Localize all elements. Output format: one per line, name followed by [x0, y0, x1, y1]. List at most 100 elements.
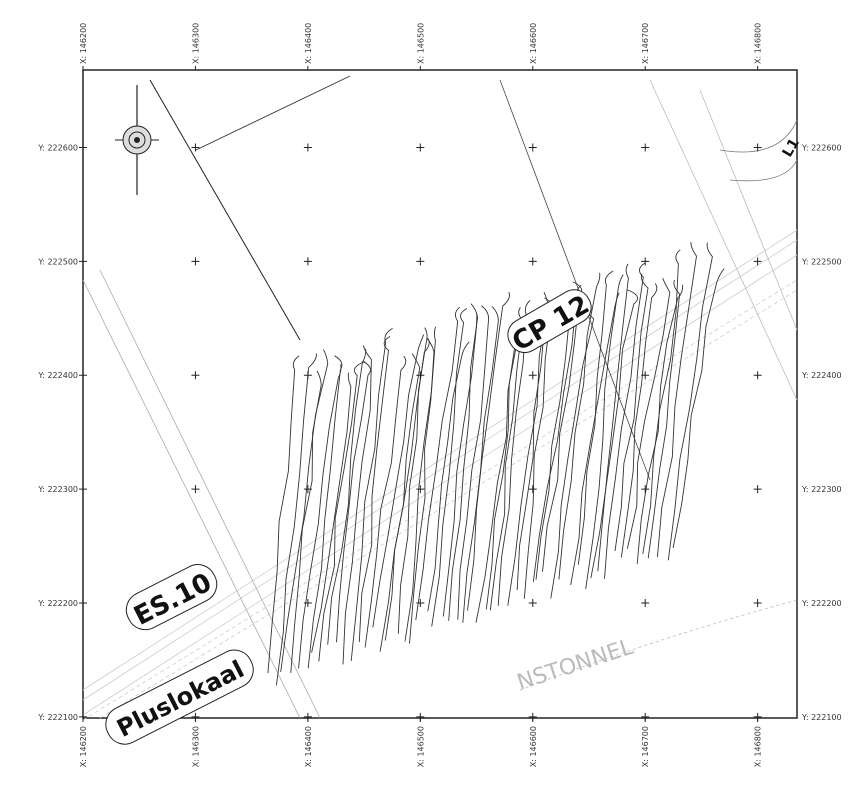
- trace: [397, 327, 428, 634]
- x-tick-label-top: X: 146700: [641, 23, 650, 64]
- grid-cross: [79, 598, 87, 607]
- y-tick-label-right: Y: 222100: [801, 713, 842, 722]
- x-tick-label-top: X: 146600: [529, 23, 538, 64]
- trace: [585, 274, 624, 590]
- grid-cross: [753, 257, 762, 266]
- trace: [656, 242, 697, 558]
- trace: [427, 341, 470, 612]
- grid-cross: [79, 371, 87, 380]
- grid-cross: [79, 257, 87, 266]
- trace: [577, 270, 614, 565]
- grid-cross: [303, 598, 312, 607]
- map-frame: [82, 69, 798, 719]
- es-label-box: [125, 564, 218, 631]
- y-tick-label-left: Y: 222500: [37, 257, 78, 266]
- trace: [358, 336, 391, 643]
- grid-cross: [303, 257, 312, 266]
- trace: [497, 300, 531, 606]
- trace: [307, 355, 343, 669]
- trace: [597, 263, 629, 572]
- grid-cross: [191, 143, 200, 152]
- x-tick-label-top: X: 146200: [79, 23, 88, 64]
- y-tick-label-right: Y: 222400: [801, 371, 842, 380]
- x-tick-label-bottom: X: 146400: [304, 726, 313, 767]
- trace: [642, 249, 681, 554]
- grid-cross: [303, 371, 312, 380]
- trace: [290, 370, 322, 673]
- trace: [626, 278, 671, 549]
- x-tick-label-bottom: X: 146800: [754, 726, 763, 767]
- y-tick-label-right: Y: 222200: [801, 599, 842, 608]
- trace: [318, 361, 366, 662]
- trace: [431, 308, 468, 627]
- y-tick-label-right: Y: 222600: [801, 143, 842, 152]
- trace: [364, 355, 407, 648]
- x-tick-label-top: X: 146400: [304, 23, 313, 64]
- x-tick-label-bottom: X: 146600: [529, 726, 538, 767]
- trace: [275, 353, 317, 686]
- y-tick-label-left: Y: 222200: [37, 599, 78, 608]
- pluslokaal-box: [105, 649, 254, 745]
- trace: [267, 355, 300, 674]
- x-tick-label-bottom: X: 146300: [191, 726, 200, 767]
- trace: [409, 337, 435, 644]
- borehole-traces: [267, 242, 725, 686]
- grid-cross: [303, 485, 312, 494]
- x-tick-label-bottom: X: 146500: [416, 726, 425, 767]
- grid-cross: [528, 257, 537, 266]
- grid-cross: [79, 143, 87, 152]
- grid-cross: [753, 485, 762, 494]
- trace: [457, 305, 490, 620]
- grid-cross: [303, 143, 312, 152]
- trace: [384, 353, 421, 641]
- trace: [590, 289, 638, 578]
- y-tick-label-right: Y: 222300: [801, 485, 842, 494]
- grid-cross: [528, 143, 537, 152]
- trace: [570, 292, 620, 585]
- trace: [372, 334, 425, 628]
- cp-label-box: [507, 289, 592, 353]
- x-tick-label-top: X: 146500: [416, 23, 425, 64]
- trace: [342, 345, 372, 665]
- grid-cross: [641, 257, 650, 266]
- grid-cross: [191, 485, 200, 494]
- trace: [404, 326, 437, 642]
- y-tick-label-left: Y: 222400: [37, 371, 78, 380]
- grid-cross: [528, 598, 537, 607]
- grid-cross: [753, 371, 762, 380]
- trace: [415, 306, 460, 621]
- compass: [115, 85, 159, 195]
- grid-cross: [528, 371, 537, 380]
- trace: [467, 291, 510, 611]
- trace: [672, 268, 725, 549]
- grid-cross: [416, 371, 425, 380]
- trace: [647, 279, 681, 559]
- grid-cross: [641, 598, 650, 607]
- y-tick-label-left: Y: 222300: [37, 485, 78, 494]
- x-tick-label-bottom: X: 146700: [641, 726, 650, 767]
- y-tick-label-left: Y: 222100: [37, 713, 78, 722]
- trace: [280, 349, 329, 672]
- trace: [558, 272, 601, 580]
- grid-cross: [191, 371, 200, 380]
- trace: [620, 283, 658, 558]
- grid-cross: [641, 485, 650, 494]
- trace: [667, 242, 713, 561]
- trace: [614, 273, 649, 552]
- grid-cross: [416, 257, 425, 266]
- y-tick-label-right: Y: 222500: [801, 257, 842, 266]
- coordinate-labels: X: 146200 X: 146200 X: 146300 X: 146300 X: 1…: [37, 23, 841, 768]
- grid-cross: [641, 371, 650, 380]
- grid-cross: [753, 143, 762, 152]
- trace: [298, 364, 342, 669]
- grid-cross: [753, 598, 762, 607]
- x-tick-label-bottom: X: 146200: [79, 726, 88, 767]
- grid-crosses: [79, 143, 762, 721]
- trace: [448, 303, 479, 621]
- grid-cross: [416, 143, 425, 152]
- grid-cross: [641, 143, 650, 152]
- trace: [336, 360, 371, 643]
- grid-cross: [528, 485, 537, 494]
